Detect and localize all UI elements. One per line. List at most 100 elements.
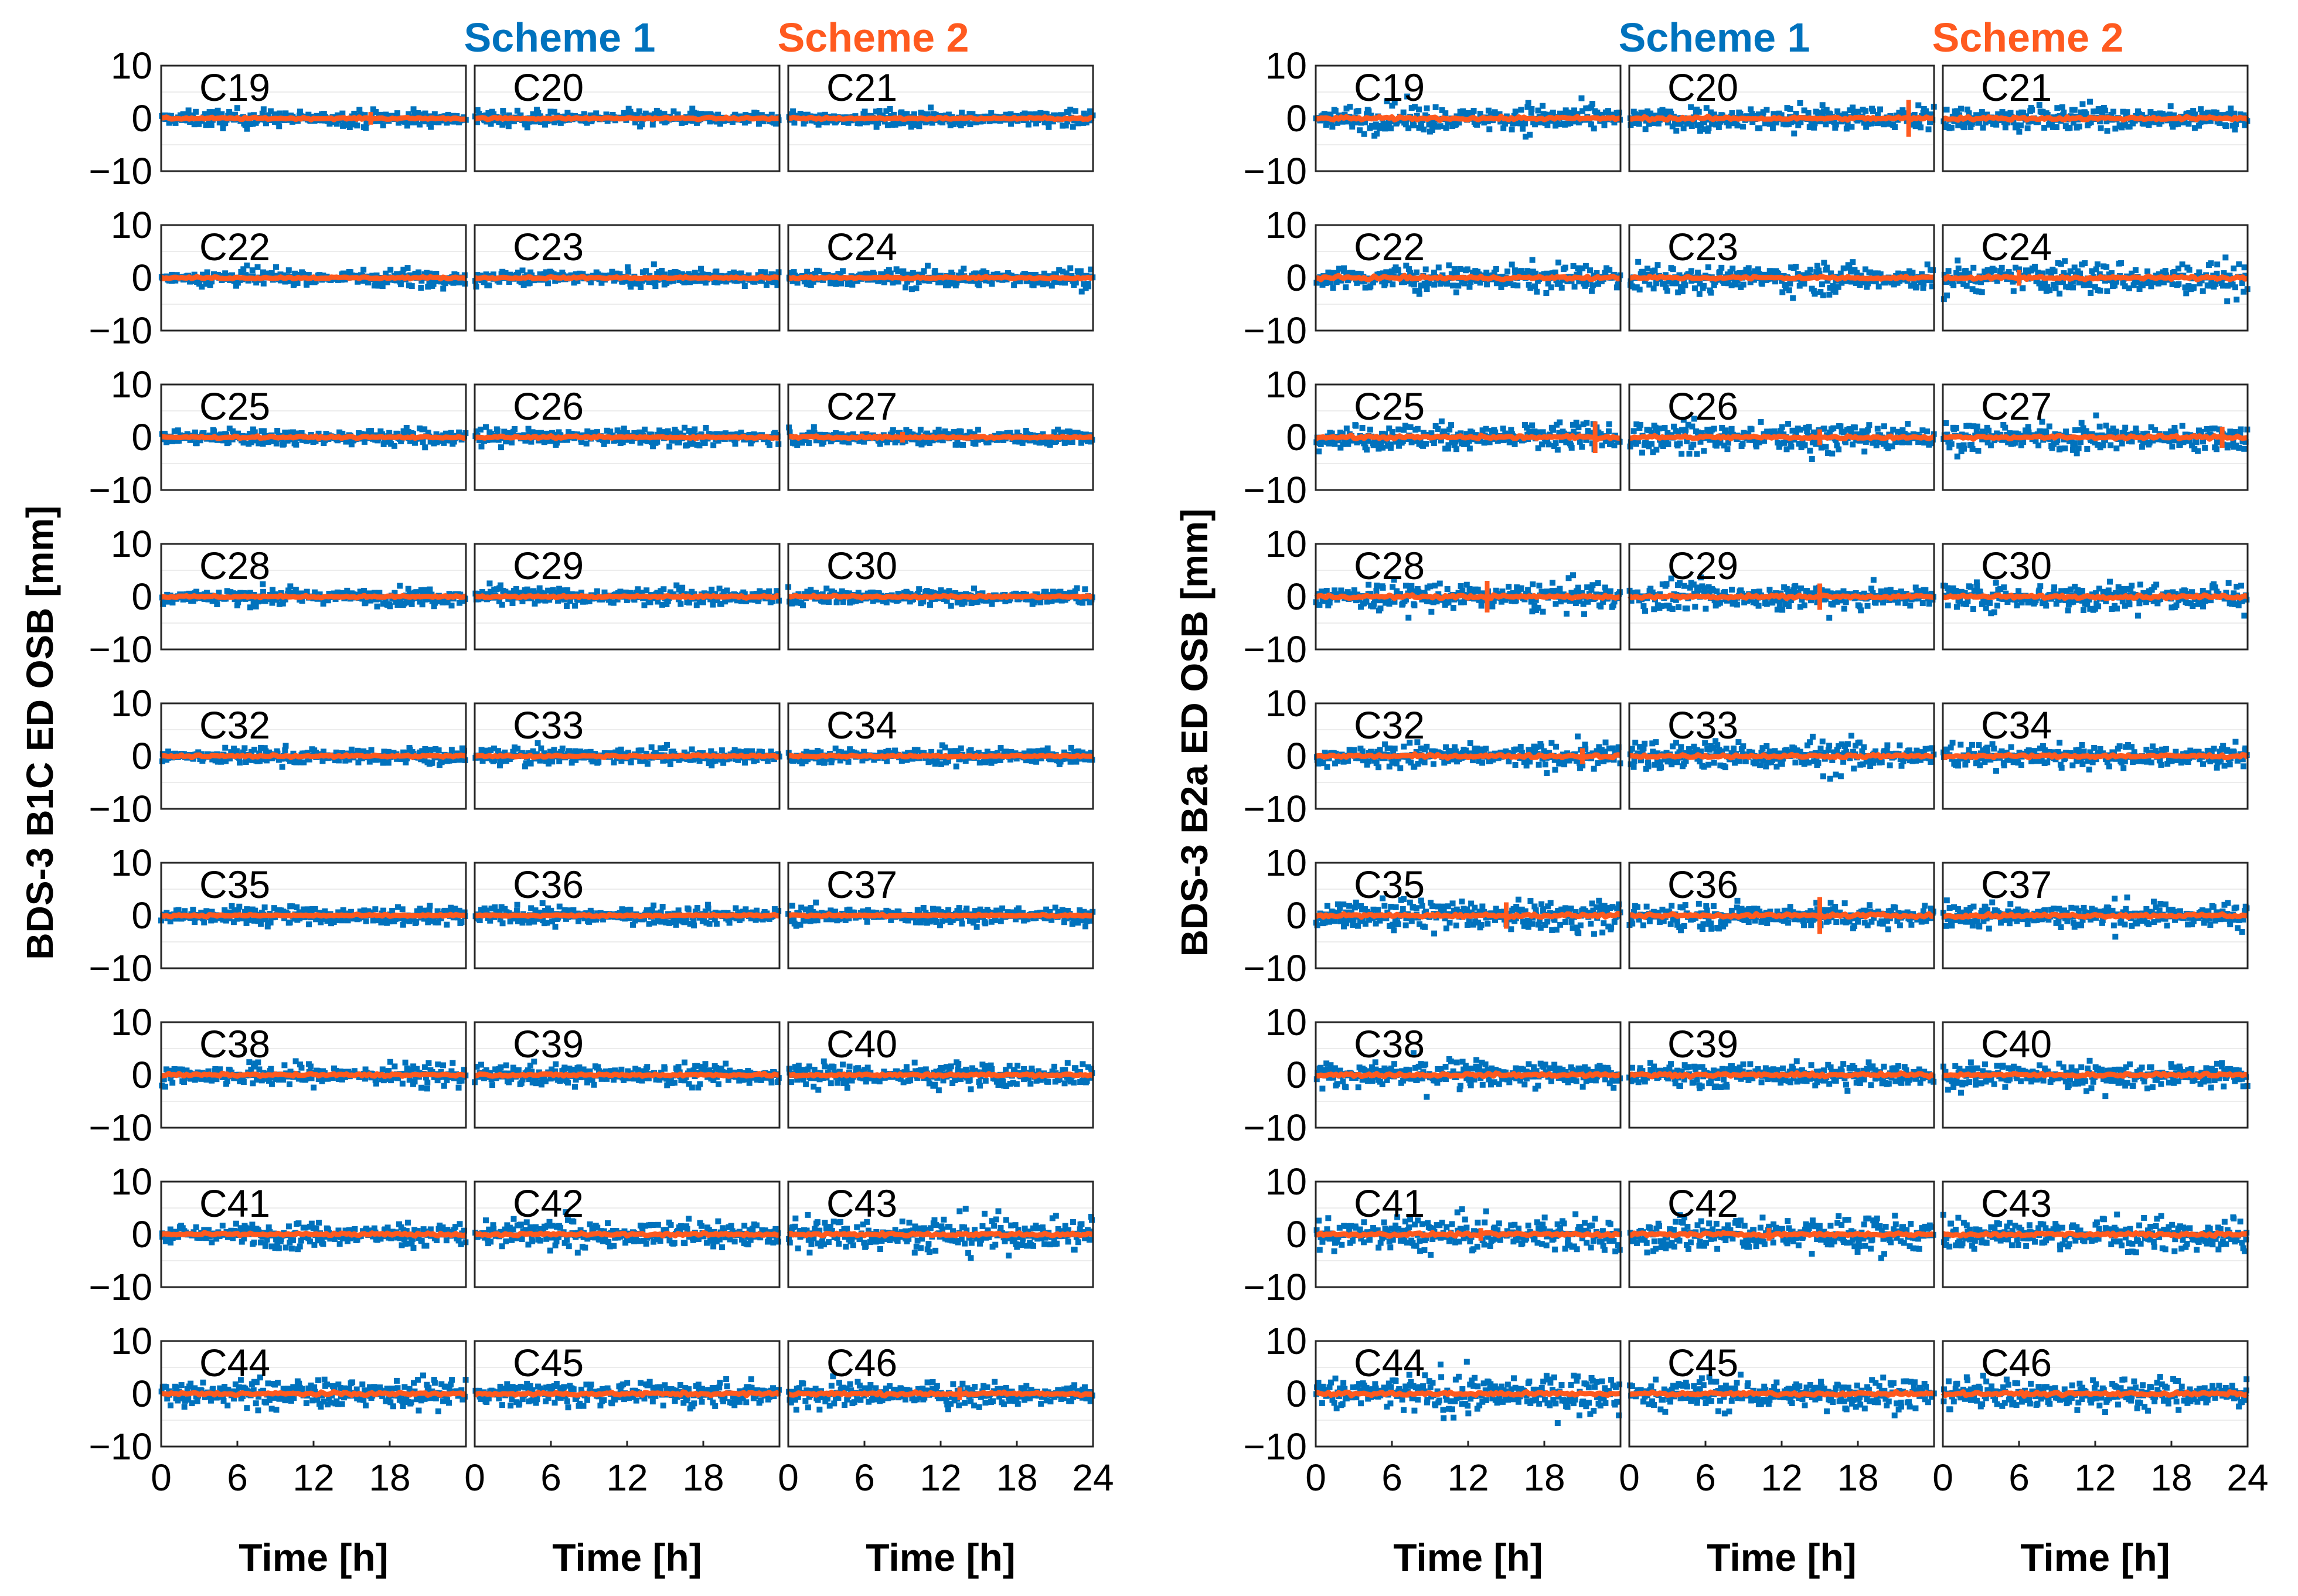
scheme1-point: [691, 922, 697, 928]
scheme1-point: [165, 598, 172, 605]
scheme1-point: [622, 916, 628, 922]
scheme1-point: [293, 759, 299, 765]
scheme1-point: [927, 758, 934, 764]
scheme1-point: [530, 748, 536, 754]
scheme1-point: [604, 118, 611, 124]
scheme1-point: [1067, 758, 1074, 765]
scheme1-point: [440, 285, 447, 292]
scheme1-point: [539, 900, 546, 906]
satellite-label: C36: [513, 863, 584, 906]
scheme1-point: [930, 906, 936, 912]
scheme1-point: [710, 442, 717, 448]
scheme1-point: [674, 917, 680, 923]
scheme1-point: [775, 441, 782, 447]
scheme1-point: [212, 1066, 219, 1073]
scheme1-point: [961, 118, 968, 125]
scheme1-point: [689, 441, 696, 447]
satellite-label: C26: [513, 384, 584, 428]
scheme1-point: [771, 906, 778, 913]
scheme1-point: [928, 748, 935, 755]
scheme2-line: [159, 274, 467, 282]
scheme1-point: [386, 748, 392, 755]
scheme1-point: [732, 441, 738, 447]
scheme1-point: [951, 119, 958, 125]
scheme1-point: [924, 430, 931, 437]
scheme1-point: [738, 598, 745, 604]
scheme1-point: [939, 437, 946, 444]
scheme1-point: [658, 909, 664, 916]
scheme1-point: [959, 110, 965, 116]
scheme1-point: [240, 590, 247, 596]
scheme1-point: [564, 587, 571, 594]
scheme1-point: [484, 907, 490, 914]
scheme1-point: [236, 903, 243, 910]
scheme1-point: [220, 125, 226, 131]
scheme1-point: [625, 106, 632, 112]
panel-frame: [160, 543, 467, 651]
scheme1-point: [679, 584, 686, 591]
scheme1-point: [808, 905, 814, 911]
scheme1-point: [639, 430, 645, 436]
scheme1-point: [716, 586, 723, 592]
scheme1-point: [717, 121, 723, 127]
scheme1-point: [674, 430, 680, 437]
scheme1-point: [686, 600, 693, 606]
panel-frame: [160, 702, 467, 810]
scheme1-point: [822, 759, 828, 765]
scheme1-point: [233, 591, 239, 597]
scheme1-point: [257, 439, 263, 445]
scheme1-point: [300, 906, 307, 913]
scheme1-point: [971, 431, 978, 438]
scheme1-point: [388, 441, 394, 447]
scheme1-point: [271, 905, 277, 911]
scheme1-point: [1054, 112, 1060, 118]
scheme1-point: [723, 278, 730, 285]
scheme1-point: [1059, 429, 1065, 435]
scheme1-point: [417, 906, 423, 912]
scheme1-point: [395, 904, 401, 910]
scheme1-point: [847, 746, 853, 753]
scheme1-point: [185, 107, 192, 114]
scheme1-point: [607, 428, 614, 435]
panel-frame: [787, 543, 1094, 651]
scheme1-point: [576, 918, 582, 924]
y-tick-label: 0: [131, 257, 152, 299]
scheme1-point: [448, 747, 455, 753]
scheme1-point: [862, 108, 868, 115]
scheme1-point: [644, 761, 651, 767]
scheme1-point: [214, 601, 220, 607]
scheme1-point: [240, 266, 247, 273]
scheme1-point: [617, 271, 623, 277]
scheme1-point: [384, 279, 390, 285]
scheme1-point: [172, 277, 179, 284]
scheme1-point: [833, 281, 839, 287]
scheme1-point: [549, 758, 556, 765]
scheme1-point: [661, 586, 667, 593]
scheme1-point: [498, 444, 504, 451]
scheme1-point: [566, 429, 572, 435]
scheme1-point: [367, 428, 374, 434]
scheme1-point: [588, 279, 594, 285]
scheme1-point: [668, 270, 674, 276]
scheme1-point: [762, 269, 768, 275]
scheme1-point: [832, 746, 839, 752]
scheme1-point: [530, 588, 537, 594]
scheme1-point: [971, 920, 977, 926]
scheme1-point: [907, 591, 914, 597]
scheme1-point: [209, 1077, 215, 1084]
scheme1-point: [349, 121, 356, 128]
scheme1-point: [704, 901, 711, 908]
scheme1-point: [875, 120, 881, 126]
scheme1-point: [1010, 909, 1017, 916]
scheme1-point: [435, 919, 441, 925]
scheme1-point: [808, 282, 814, 288]
scheme1-point: [502, 749, 508, 756]
scheme1-point: [422, 909, 428, 916]
scheme1-point: [679, 271, 685, 277]
scheme1-point: [359, 113, 365, 119]
scheme1-point: [474, 119, 480, 125]
scheme1-point: [556, 586, 563, 592]
scheme1-point: [954, 908, 961, 914]
scheme1-point: [519, 267, 526, 274]
scheme1-point: [446, 757, 452, 764]
